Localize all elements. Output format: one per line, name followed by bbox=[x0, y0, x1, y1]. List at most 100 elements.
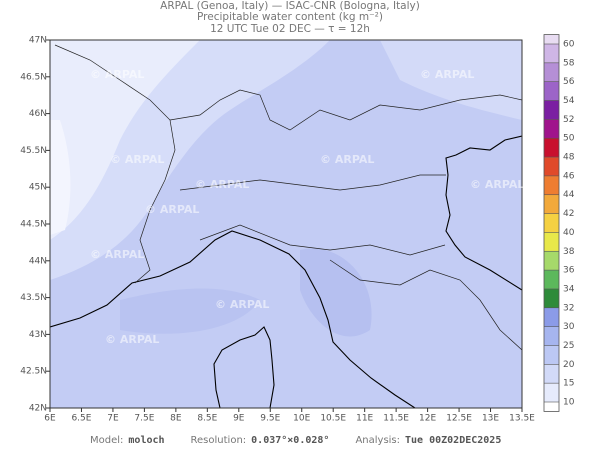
colorbar-label: 60 bbox=[563, 40, 575, 50]
colorbar-label: 36 bbox=[563, 266, 575, 276]
y-tick-label: 42.5N bbox=[20, 367, 47, 377]
colorbar-swatch bbox=[544, 270, 559, 289]
y-tick-label: 43.5N bbox=[20, 293, 47, 303]
watermark: © ARPAL bbox=[105, 333, 159, 346]
colorbar-swatch bbox=[544, 345, 559, 365]
footer-label: Analysis: bbox=[355, 435, 400, 446]
field-lightest bbox=[50, 120, 71, 235]
header-line: 12 UTC Tue 02 DEC — τ = 12h bbox=[210, 23, 370, 35]
colorbar-label: 50 bbox=[563, 134, 575, 144]
y-tick-label: 43N bbox=[29, 330, 47, 340]
colorbar-swatch bbox=[544, 119, 559, 139]
colorbar-swatch bbox=[544, 383, 559, 402]
x-tick-label: 11E bbox=[356, 414, 373, 424]
colorbar-swatch bbox=[544, 326, 559, 346]
watermark: © ARPAL bbox=[110, 153, 164, 166]
colorbar-swatch bbox=[544, 157, 559, 176]
colorbar-label: 34 bbox=[563, 284, 575, 294]
colorbar-label: 32 bbox=[563, 303, 574, 313]
y-tick-label: 47N bbox=[29, 36, 47, 46]
colorbar-label: 56 bbox=[563, 77, 575, 87]
x-tick-label: 13E bbox=[482, 414, 499, 424]
colorbar-label: 42 bbox=[563, 209, 574, 219]
x-tick-label: 12.5E bbox=[446, 414, 472, 424]
colorbar-label: 38 bbox=[563, 247, 575, 257]
watermarks: © ARPAL © ARPAL © ARPAL © ARPAL © ARPAL © ARP… bbox=[90, 68, 524, 346]
watermark: © ARPAL bbox=[320, 153, 374, 166]
x-tick-label: 13.5E bbox=[509, 414, 535, 424]
colorbar-swatch bbox=[544, 138, 559, 158]
y-tick-label: 44N bbox=[29, 256, 47, 266]
island-coast bbox=[213, 326, 275, 408]
colorbar-label: 10 bbox=[563, 398, 575, 408]
colorbar-label: 52 bbox=[563, 115, 574, 125]
x-tick-label: 9.5E bbox=[260, 414, 280, 424]
x-tick-label: 11.5E bbox=[383, 414, 409, 424]
colorbar-swatch bbox=[544, 402, 559, 412]
field-lighter bbox=[50, 40, 200, 240]
y-tick-label: 46.5N bbox=[20, 72, 47, 82]
y-tick-label: 42N bbox=[29, 404, 47, 414]
footer: Model: moloch Resolution: 0.037°×0.028° Anal… bbox=[90, 435, 501, 446]
x-tick-label: 6.5E bbox=[71, 414, 91, 424]
footer-value: moloch bbox=[128, 435, 164, 446]
x-tick-label: 7E bbox=[107, 414, 119, 424]
watermark: © ARPAL bbox=[195, 178, 249, 191]
y-tick-label: 46N bbox=[29, 109, 47, 119]
colorbar-frame bbox=[543, 34, 560, 412]
border bbox=[199, 224, 446, 256]
colorbar-label: 54 bbox=[563, 96, 575, 106]
x-tick-label: 6E bbox=[44, 414, 56, 424]
colorbar-label: 58 bbox=[563, 58, 575, 68]
colorbar-swatch bbox=[544, 100, 559, 120]
y-tick-label: 45.5N bbox=[20, 146, 47, 156]
colorbar-swatch bbox=[544, 34, 559, 44]
border bbox=[169, 89, 522, 131]
colorbar-label: 44 bbox=[563, 190, 575, 200]
x-tick-label: 10E bbox=[293, 414, 310, 424]
x-tick-label: 9E bbox=[233, 414, 245, 424]
watermark: © ARPAL bbox=[470, 178, 524, 191]
footer-label: Model: bbox=[90, 435, 123, 446]
field-dark bbox=[120, 288, 260, 334]
coastline bbox=[50, 230, 416, 408]
header-line: ARPAL (Genoa, Italy) — ISAC-CNR (Bologna… bbox=[160, 0, 420, 12]
colorbar-label: 20 bbox=[563, 360, 575, 370]
map-field bbox=[50, 40, 522, 408]
colorbar-swatch bbox=[544, 62, 559, 82]
field-light bbox=[380, 40, 522, 120]
colorbar-swatch bbox=[544, 251, 559, 271]
y-tick-label: 45N bbox=[29, 183, 47, 193]
colorbar-label: 48 bbox=[563, 153, 575, 163]
watermark: © ARPAL bbox=[215, 298, 269, 311]
watermark: © ARPAL bbox=[145, 203, 199, 216]
colorbar-label: 46 bbox=[563, 171, 575, 181]
border bbox=[179, 174, 446, 191]
footer-label: Resolution: bbox=[191, 435, 247, 446]
watermark: © ARPAL bbox=[420, 68, 474, 81]
colorbar-swatch bbox=[544, 175, 559, 195]
colorbar-swatch bbox=[544, 194, 559, 214]
watermark: © ARPAL bbox=[90, 248, 144, 261]
header-line: Precipitable water content (kg m⁻²) bbox=[197, 11, 383, 23]
footer-value: 0.037°×0.028° bbox=[251, 435, 329, 446]
colorbar-swatch bbox=[544, 44, 559, 63]
colorbar-swatch bbox=[544, 307, 559, 327]
x-tick-label: 8E bbox=[170, 414, 182, 424]
colorbar-swatch bbox=[544, 232, 559, 252]
x-tick-label: 10.5E bbox=[320, 414, 346, 424]
x-tick-label: 7.5E bbox=[134, 414, 154, 424]
colorbar-label: 15 bbox=[563, 379, 574, 389]
colorbar: 10 15 20 25 30 32 34 36 38 40 42 44 46 48 50 52 54 56 58 60 bbox=[543, 34, 575, 412]
border bbox=[54, 44, 176, 284]
y-tick-label: 44.5N bbox=[20, 220, 47, 230]
field-dark bbox=[300, 248, 372, 337]
colorbar-swatch bbox=[544, 288, 559, 308]
x-tick-label: 8.5E bbox=[197, 414, 217, 424]
colorbar-swatch bbox=[544, 213, 559, 233]
colorbar-swatch bbox=[544, 81, 559, 101]
footer-value: Tue 00Z02DEC2025 bbox=[405, 435, 501, 446]
watermark: © ARPAL bbox=[90, 68, 144, 81]
